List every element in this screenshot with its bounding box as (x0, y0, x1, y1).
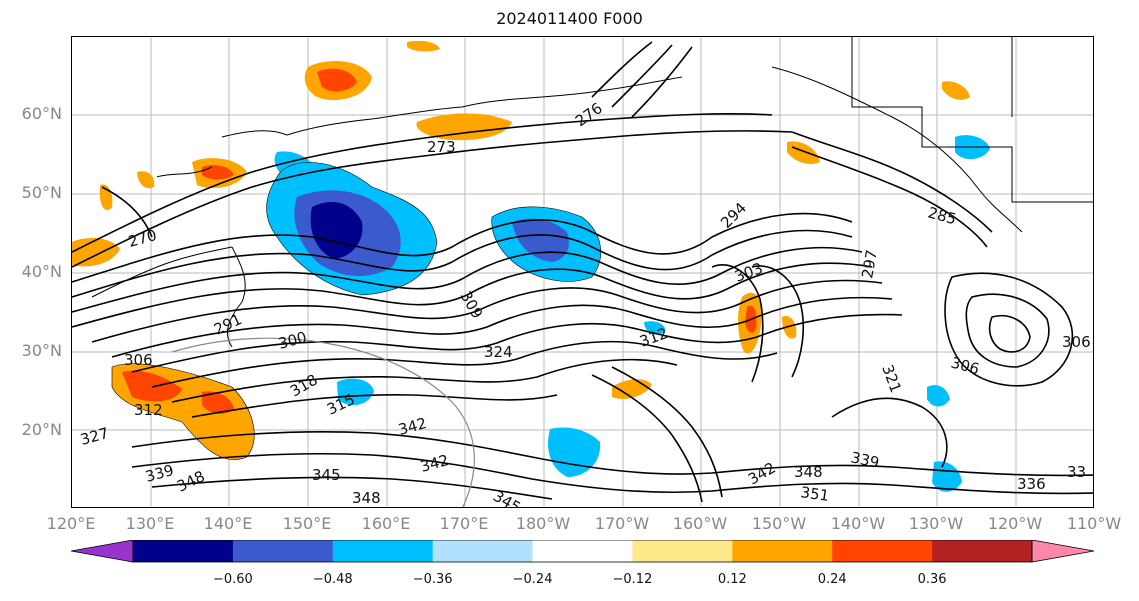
lat-label-60: 60°N (21, 104, 62, 123)
contour-label: 327 (78, 424, 110, 449)
lon-label-150e: 150°E (282, 514, 332, 533)
lon-label-160w: 160°W (672, 514, 728, 533)
colorbar-swatch (932, 540, 1033, 562)
height-contours (72, 41, 1093, 503)
colorbar-swatch (732, 540, 833, 562)
contour-label: 339 (849, 448, 881, 472)
colorbar-extend-low (71, 540, 134, 563)
colorbar-swatch (133, 540, 234, 562)
lon-label-130e: 130°E (125, 514, 175, 533)
map-panel: 276 273 270 294 285 297 303 309 312 291 … (71, 36, 1094, 508)
contour-label: 303 (732, 259, 765, 286)
contour-label: 351 (799, 483, 830, 505)
contour-label: 33 (1067, 463, 1086, 481)
contour-label: 306 (949, 353, 981, 378)
lat-label-40: 40°N (21, 262, 62, 281)
lon-label-150w: 150°W (751, 514, 807, 533)
lon-label-130w: 130°W (908, 514, 964, 533)
lon-label-170w: 170°W (594, 514, 650, 533)
contour-label: 348 (352, 489, 381, 507)
contour-label: 321 (878, 362, 905, 395)
colorbar-tick-label: 0.12 (717, 572, 747, 587)
colorbar-swatch (432, 540, 534, 562)
contour-label: 306 (1062, 333, 1091, 351)
contour-label: 324 (484, 343, 513, 361)
contour-label: 309 (457, 288, 487, 322)
lon-label-120w: 120°W (987, 514, 1043, 533)
lat-label-50: 50°N (21, 183, 62, 202)
colorbar-swatch (232, 540, 334, 562)
contour-label: 342 (745, 459, 779, 489)
contour-label: 342 (418, 451, 450, 476)
colorbar-tick-label: −0.48 (312, 572, 353, 587)
contour-labels: 276 273 270 294 285 297 303 309 312 291 … (78, 99, 1091, 507)
contour-label: 348 (174, 467, 208, 495)
colorbar-border (132, 540, 1033, 563)
colorbar-tick-label: −0.36 (412, 572, 453, 587)
contour-label: 336 (1017, 475, 1046, 493)
lon-label-110w: 110°W (1066, 514, 1122, 533)
contour-label: 306 (124, 351, 153, 369)
lon-label-180w: 180°W (515, 514, 571, 533)
colorbar-swatch (332, 540, 434, 562)
colorbar-tick-label: −0.60 (212, 572, 253, 587)
colorbar-extend-high (1031, 540, 1094, 563)
contour-label: 285 (926, 203, 958, 228)
colorbar-swatch (532, 540, 633, 562)
contour-label: 345 (312, 466, 341, 484)
lon-label-120e: 120°E (46, 514, 96, 533)
contour-label: 348 (794, 463, 823, 481)
contour-label: 300 (276, 328, 308, 353)
contour-label: 294 (717, 199, 750, 232)
negative-anomaly-regions (266, 135, 990, 492)
positive-anomaly-regions (72, 40, 970, 460)
contour-label: 342 (396, 414, 428, 439)
contour-label: 312 (637, 324, 670, 351)
contour-label: 273 (427, 138, 456, 156)
colorbar-swatch (632, 540, 733, 562)
coastlines (91, 37, 1093, 348)
lon-label-140e: 140°E (203, 514, 253, 533)
contour-label: 297 (858, 248, 881, 279)
contour-label: 318 (287, 371, 321, 401)
contour-label: 270 (126, 226, 158, 251)
lat-label-30: 30°N (21, 341, 62, 360)
map-title: 2024011400 F000 (496, 9, 643, 28)
anomaly-outlines (111, 162, 601, 460)
lat-label-20: 20°N (21, 420, 62, 439)
colorbar (71, 540, 1094, 563)
lon-label-160e: 160°E (361, 514, 411, 533)
map-canvas: 276 273 270 294 285 297 303 309 312 291 … (72, 37, 1093, 507)
gray-arc (171, 337, 475, 507)
lon-label-170e: 170°E (439, 514, 489, 533)
colorbar-tick-label: 0.36 (917, 572, 947, 587)
colorbar-tick-label: −0.12 (612, 572, 653, 587)
colorbar-tick-label: −0.24 (512, 572, 553, 587)
contour-label: 312 (134, 401, 163, 419)
colorbar-tick-label: 0.24 (817, 572, 847, 587)
colorbar-swatch (832, 540, 933, 562)
contour-label: 276 (572, 99, 606, 130)
lon-label-140w: 140°W (830, 514, 886, 533)
